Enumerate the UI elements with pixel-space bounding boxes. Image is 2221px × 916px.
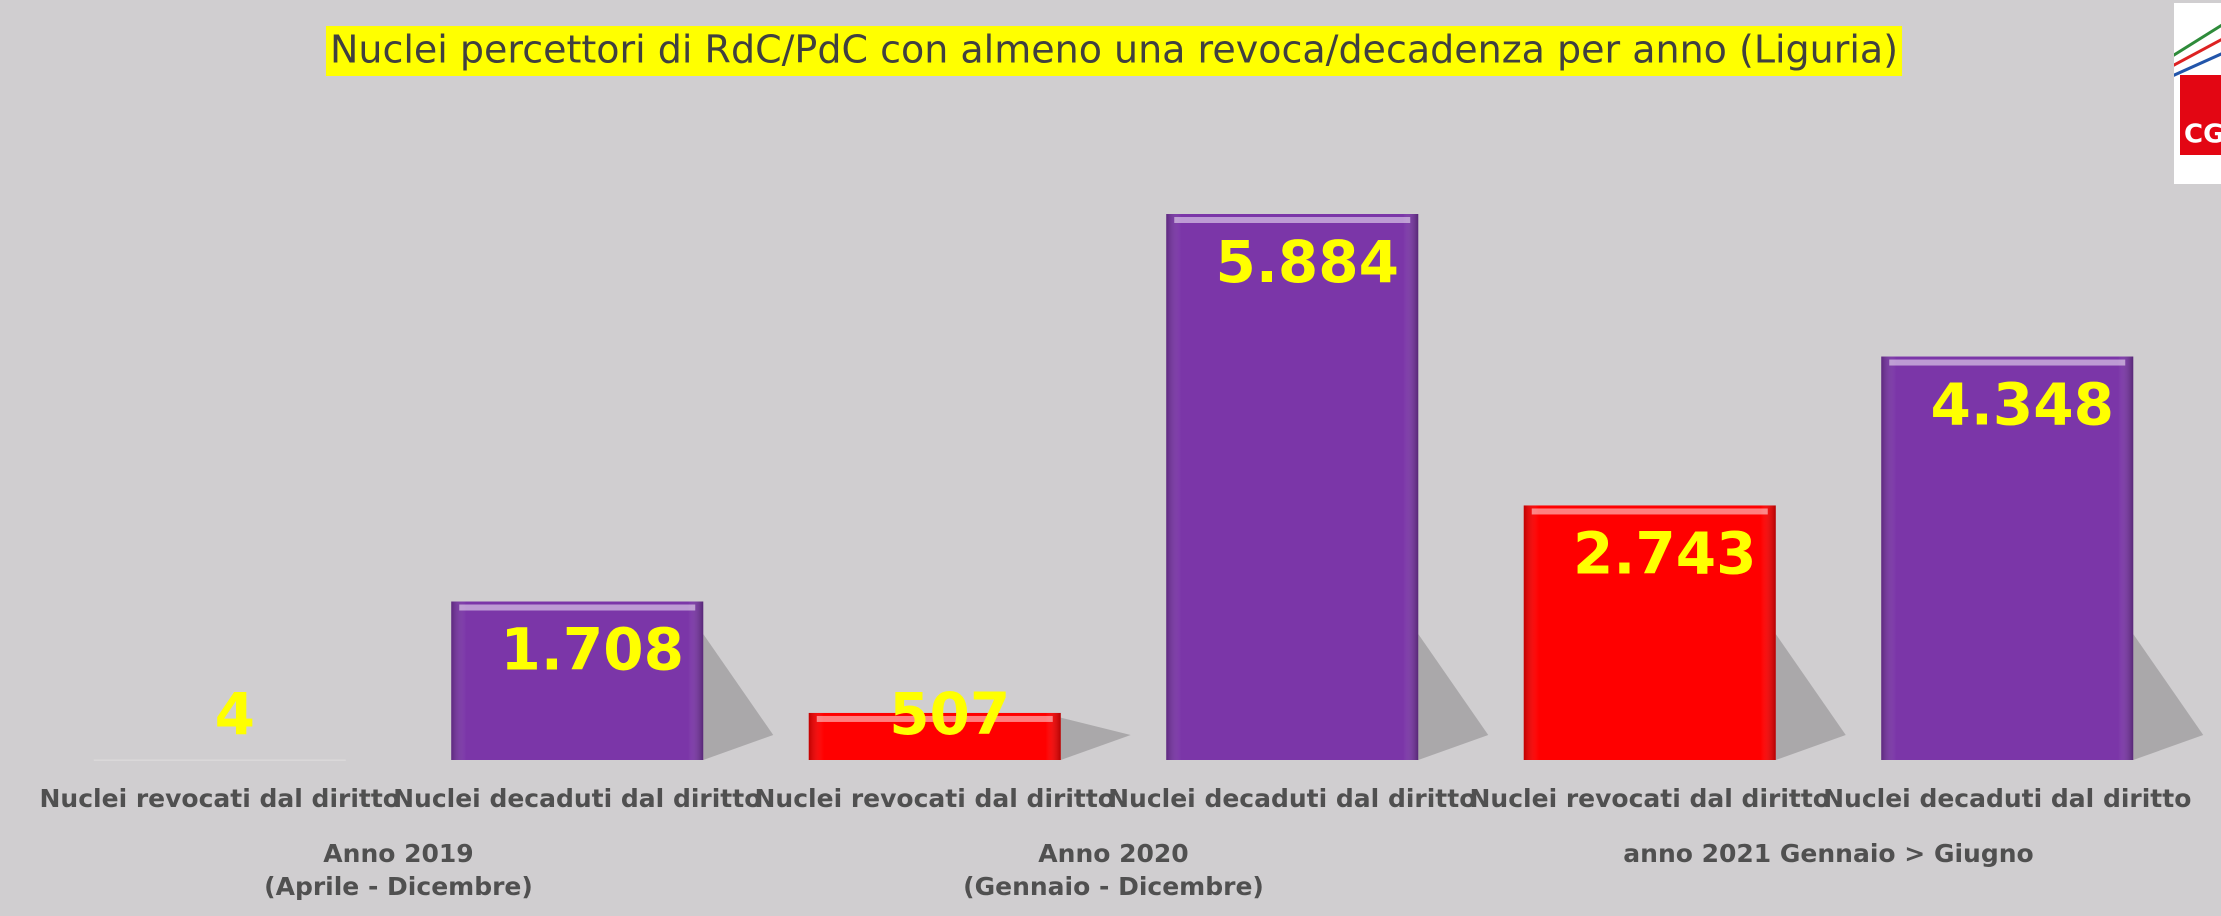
logo-stroke — [2174, 52, 2221, 77]
logo-red — [2180, 75, 2221, 155]
bar-bevel — [1523, 505, 1776, 760]
title-highlight — [325, 26, 1903, 76]
group-label: (Gennaio - Dicembre) — [963, 872, 1264, 901]
value-label: 507 — [889, 680, 1010, 748]
bar-shadow — [1060, 717, 1131, 760]
bar-shadow — [1775, 634, 1846, 760]
value-label: 2.743 — [1573, 520, 1756, 588]
x-tick-label: Nuclei revocati dal diritto — [1470, 784, 1831, 813]
x-tick-label: Nuclei revocati dal diritto — [755, 784, 1116, 813]
value-label: 1.708 — [501, 616, 684, 684]
bar-shadow — [703, 634, 774, 760]
bar-bevel — [451, 601, 704, 760]
logo-stroke — [2174, 38, 2221, 67]
bar-bevel — [1166, 214, 1419, 760]
x-tick-label: Nuclei revocati dal diritto — [40, 784, 401, 813]
bar — [93, 759, 346, 761]
bar-highlight — [816, 715, 1053, 722]
value-label: 5.884 — [1216, 228, 1399, 296]
x-tick-label: Nuclei decaduti dal diritto — [393, 784, 761, 813]
value-label: 4 — [215, 680, 255, 748]
bar-highlight — [1531, 508, 1768, 515]
x-tick-label: Nuclei decaduti dal diritto — [1108, 784, 1476, 813]
bar-highlight — [1174, 217, 1411, 223]
group-label: anno 2021 Gennaio > Giugno — [1623, 839, 2033, 868]
group-label: (Aprile - Dicembre) — [264, 872, 533, 901]
bar-highlight — [459, 604, 696, 611]
logo-text: CGIL — [2184, 120, 2221, 150]
x-tick-label: Nuclei decaduti dal diritto — [1823, 784, 2191, 813]
logo: CGIL — [2174, 3, 2221, 184]
chart-title: Nuclei percettori di RdC/PdC con almeno … — [330, 28, 1898, 72]
value-label: 4.348 — [1931, 371, 2114, 439]
bar-bevel — [1881, 356, 2134, 760]
bar-shadow — [1418, 634, 1489, 760]
bar-highlight — [1889, 359, 2126, 366]
group-label: Anno 2020 — [1038, 839, 1188, 868]
group-label: Anno 2019 — [323, 839, 473, 868]
logo-stroke — [2174, 23, 2221, 57]
bar-shadow — [2133, 634, 2204, 760]
